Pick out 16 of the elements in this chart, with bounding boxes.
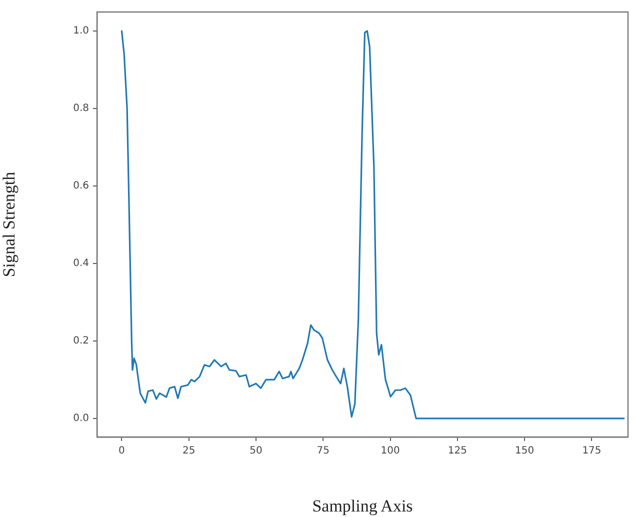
y-tick-label: 0.2 — [73, 336, 89, 347]
y-tick-label: 0.0 — [73, 413, 89, 424]
x-tick-label: 125 — [448, 446, 467, 457]
y-axis-title: Signal Strength — [0, 171, 19, 278]
y-tick-label: 1.0 — [73, 26, 89, 37]
y-tick-label: 0.8 — [73, 103, 89, 114]
x-tick-label: 100 — [380, 446, 400, 457]
y-tick-label: 0.6 — [73, 180, 89, 192]
x-tick-label: 175 — [582, 446, 602, 457]
x-tick-label: 50 — [250, 446, 262, 457]
x-tick-label: 150 — [515, 446, 534, 457]
x-tick-label: 0 — [118, 446, 125, 457]
y-tick-label: 0.4 — [73, 258, 89, 270]
x-tick-label: 25 — [182, 446, 196, 457]
x-tick-label: 75 — [316, 446, 330, 457]
x-axis-title: Sampling Axis — [312, 496, 413, 516]
